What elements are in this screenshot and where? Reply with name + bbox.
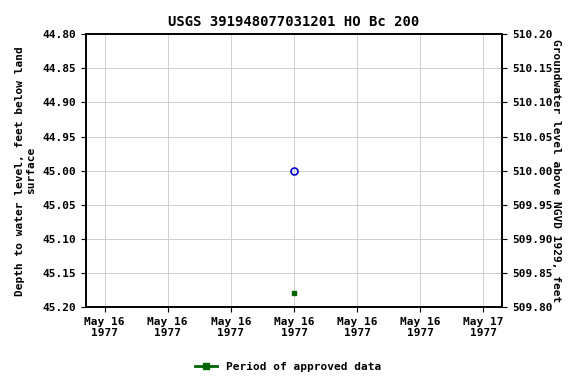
Y-axis label: Groundwater level above NGVD 1929, feet: Groundwater level above NGVD 1929, feet [551, 39, 561, 302]
Title: USGS 391948077031201 HO Bc 200: USGS 391948077031201 HO Bc 200 [168, 15, 420, 29]
Y-axis label: Depth to water level, feet below land
surface: Depth to water level, feet below land su… [15, 46, 37, 296]
Legend: Period of approved data: Period of approved data [191, 358, 385, 377]
